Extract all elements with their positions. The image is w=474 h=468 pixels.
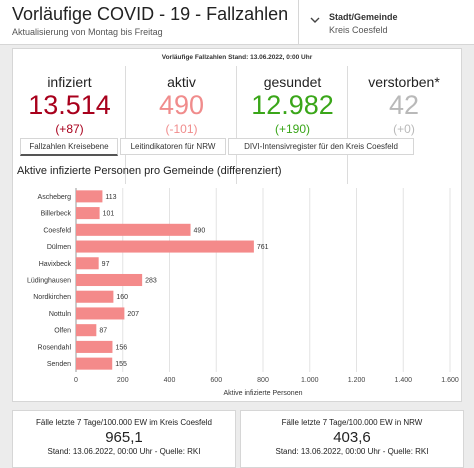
stat-label: verstorben* (368, 74, 440, 90)
stat-infiziert: infiziert 13.514 (+87) (14, 66, 125, 184)
category-label: Lüdinghausen (27, 278, 71, 285)
municipality-selector[interactable]: Stadt/Gemeinde Kreis Coesfeld (298, 0, 474, 44)
incidence-box-kreis: Fälle letzte 7 Tage/100.000 EW im Kreis … (12, 410, 236, 468)
x-tick-label: 600 (210, 377, 222, 384)
stat-verstorben: verstorben* 42 (+0) (347, 66, 460, 184)
incidence-label: Fälle letzte 7 Tage/100.000 EW in NRW (281, 418, 423, 427)
category-label: Ascheberg (38, 194, 72, 201)
data-label: 207 (127, 311, 139, 318)
data-label: 160 (116, 294, 128, 301)
stat-delta: (+87) (55, 122, 84, 136)
chart-title: Aktive infizierte Personen pro Gemeinde … (17, 165, 282, 177)
selector-value: Kreis Coesfeld (329, 25, 388, 35)
category-label: Nottuln (49, 311, 71, 318)
x-tick-label: 400 (164, 377, 176, 384)
bar (76, 207, 100, 220)
incidence-value: 403,6 (333, 429, 371, 446)
category-label: Senden (47, 361, 71, 368)
data-label: 761 (257, 244, 269, 251)
stat-value: 12.982 (251, 90, 334, 120)
bar (76, 223, 191, 236)
stat-label: gesundet (263, 74, 322, 90)
stat-delta: (+0) (393, 122, 415, 136)
category-label: Havixbeck (39, 261, 72, 268)
page-header: Vorläufige COVID - 19 - Fallzahlen Aktua… (0, 0, 474, 45)
bar (76, 357, 113, 370)
tab-bar: Fallzahlen Kreisebene Leitindikatoren fü… (12, 138, 452, 156)
stats-row: infiziert 13.514 (+87) aktiv 490 (-101) … (14, 66, 460, 184)
bar-chart: 0 200 400 600 800 1.000 1.200 1.400 1.600 Aschebe… (27, 188, 459, 397)
incidence-label: Fälle letzte 7 Tage/100.000 EW im Kreis … (36, 418, 212, 427)
x-tick-label: 1.400 (394, 377, 412, 384)
incidence-box-nrw: Fälle letzte 7 Tage/100.000 EW in NRW 40… (240, 410, 464, 468)
bar (76, 324, 97, 337)
stat-value: 13.514 (28, 90, 111, 120)
bar (76, 273, 143, 287)
tab-divi-intensivregister[interactable]: DIVI-Intensivregister für den Kreis Coes… (228, 138, 414, 155)
stat-label: aktiv (167, 74, 196, 90)
data-label: 113 (105, 194, 116, 201)
x-tick-label: 200 (117, 377, 129, 384)
incidence-value: 965,1 (105, 429, 143, 446)
bar (76, 240, 254, 253)
incidence-meta: Stand: 13.06.2022, 00:00 Uhr - Quelle: R… (47, 447, 201, 456)
tab-leitindikatoren-nrw[interactable]: Leitindikatoren für NRW (120, 138, 226, 155)
page-title: Vorläufige COVID - 19 - Fallzahlen (12, 4, 289, 24)
chevron-down-icon (310, 17, 320, 23)
data-label: 155 (115, 361, 127, 368)
x-axis-label: Aktive infizierte Personen (224, 390, 303, 397)
data-label: 490 (194, 227, 206, 234)
bar (76, 190, 103, 203)
data-label: 87 (99, 328, 107, 335)
category-label: Olfen (54, 328, 71, 335)
category-label: Dülmen (47, 244, 71, 251)
category-label: Rosendahl (38, 344, 72, 351)
data-label: 97 (102, 261, 110, 268)
stat-label: infiziert (47, 74, 92, 90)
x-tick-label: 1.600 (441, 377, 459, 384)
x-tick-label: 1.200 (348, 377, 366, 384)
x-tick-label: 0 (74, 377, 78, 384)
x-tick-label: 1.000 (301, 377, 319, 384)
stat-aktiv: aktiv 490 (-101) (125, 66, 237, 184)
selector-label: Stadt/Gemeinde (329, 12, 398, 22)
stat-value: 42 (388, 90, 420, 120)
bar (76, 257, 99, 270)
data-label: 101 (103, 211, 115, 218)
stat-delta: (+190) (274, 122, 311, 136)
bar (76, 290, 114, 303)
page-subtitle: Aktualisierung von Montag bis Freitag (12, 27, 163, 37)
category-label: Coesfeld (43, 227, 71, 234)
category-label: Billerbeck (41, 211, 72, 218)
stat-value: 490 (158, 90, 205, 120)
stand-info: Vorläufige Fallzahlen Stand: 13.06.2022,… (161, 54, 313, 61)
data-label: 283 (145, 278, 157, 285)
incidence-meta: Stand: 13.06.2022, 00:00 Uhr - Quelle: R… (275, 447, 429, 456)
stat-delta: (-101) (165, 122, 198, 136)
bar (76, 340, 113, 353)
bar (76, 307, 125, 320)
x-tick-label: 800 (257, 377, 269, 384)
category-label: Nordkirchen (33, 294, 71, 301)
tab-fallzahlen-kreisebene[interactable]: Fallzahlen Kreisebene (20, 138, 118, 156)
stat-gesundet: gesundet 12.982 (+190) (236, 66, 348, 184)
data-label: 156 (115, 344, 127, 351)
